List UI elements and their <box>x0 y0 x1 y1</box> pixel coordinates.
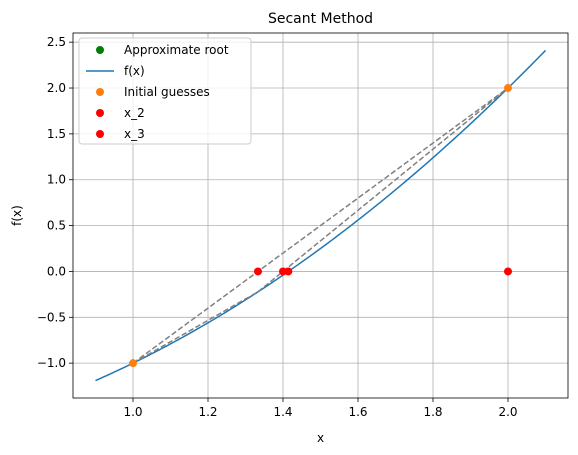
x-3-point <box>504 267 512 276</box>
plot-frame <box>72 32 569 399</box>
x-tick-label: 1.2 <box>198 405 217 419</box>
legend-label-x-3: x_3 <box>124 127 145 141</box>
y-tick-label: 1.5 <box>47 127 66 141</box>
initial-guesses-point <box>504 84 512 93</box>
initial-guesses-point <box>129 359 137 368</box>
y-axis-label: f(x) <box>10 205 24 226</box>
legend-marker-x-2 <box>96 109 104 117</box>
legend-label-approximate-root: Approximate root <box>124 43 229 57</box>
secant-line <box>257 87 509 293</box>
legend-marker-x-3 <box>96 130 104 138</box>
y-tick-label: 2.0 <box>47 81 66 95</box>
y-tick-label: −0.5 <box>37 310 66 324</box>
secant-line <box>132 87 509 364</box>
plot-content <box>95 49 547 382</box>
y-tick-label: −1.0 <box>37 356 66 370</box>
chart-title: Secant Method <box>268 11 373 27</box>
legend: Approximate root f(x) Initial guesses x_2 x_… <box>78 37 252 145</box>
legend-marker-approximate-root <box>96 46 104 54</box>
legend-label-x-2: x_2 <box>124 106 145 120</box>
x-tick-label: 1.8 <box>423 405 442 419</box>
x-tick-label: 1.6 <box>348 405 367 419</box>
x-tick-label: 1.0 <box>123 405 142 419</box>
x-tick-label: 1.4 <box>273 405 292 419</box>
axis-ticks: 1.0 1.2 1.4 1.6 1.8 2.0 −1.0 −0.5 0.0 0.5 1.0 1.5 2.… <box>37 35 518 419</box>
function-curve <box>95 49 547 382</box>
x-3-point <box>284 267 293 276</box>
legend-label-initial-guesses: Initial guesses <box>124 85 210 99</box>
legend-box <box>78 37 252 145</box>
legend-label-f-x-: f(x) <box>124 64 145 78</box>
x-tick-label: 2.0 <box>498 405 517 419</box>
y-tick-label: 2.5 <box>47 35 66 49</box>
x-2-point <box>253 267 262 276</box>
legend-marker-initial-guesses <box>96 88 104 96</box>
x-axis-label: x <box>317 431 324 445</box>
y-tick-label: 1.0 <box>47 173 66 187</box>
y-tick-label: 0.5 <box>47 219 66 233</box>
y-tick-label: 0.0 <box>47 264 66 278</box>
